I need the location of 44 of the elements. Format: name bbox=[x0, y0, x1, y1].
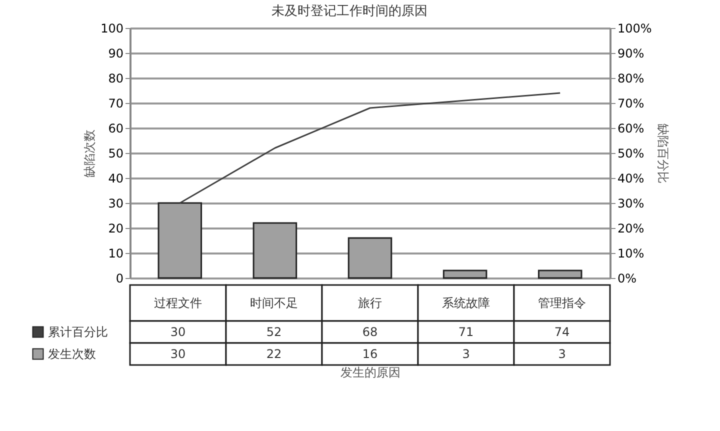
data-label: 16 bbox=[362, 347, 378, 361]
y2-tick-label: 40% bbox=[618, 172, 644, 186]
y-tick-label: 100 bbox=[100, 22, 124, 36]
y-tick-label: 0 bbox=[116, 272, 124, 286]
y2-tick-label: 10% bbox=[618, 246, 644, 260]
x-tick-label: 管理指令 bbox=[538, 296, 586, 310]
y2-tick-label: 20% bbox=[618, 222, 644, 236]
line-series bbox=[179, 92, 561, 204]
x-tick-label: 系统故障 bbox=[442, 296, 490, 310]
y-axis-title: 缺陷次数 bbox=[82, 130, 97, 178]
data-label: 30 bbox=[170, 325, 186, 339]
y2-tick-label: 100% bbox=[618, 22, 652, 36]
y-tick-label: 80 bbox=[108, 72, 124, 86]
y2-axis-title: 缺陷百分比 bbox=[656, 124, 670, 184]
legend-label: 累计百分比 bbox=[48, 325, 108, 339]
chart-title: 未及时登记工作时间的原因 bbox=[272, 4, 428, 19]
x-tick-label: 旅行 bbox=[358, 296, 382, 310]
data-label: 22 bbox=[266, 347, 282, 361]
x-tick-label: 过程文件 bbox=[154, 296, 202, 310]
y2-tick-label: 30% bbox=[618, 196, 644, 210]
legend-label: 发生次数 bbox=[48, 347, 96, 361]
y2-tick-label: 50% bbox=[618, 146, 644, 160]
x-axis-title: 发生的原因 bbox=[340, 366, 400, 380]
y2-tick-label: 60% bbox=[618, 122, 644, 136]
y-tick-label: 30 bbox=[108, 196, 124, 210]
data-label: 3 bbox=[462, 347, 470, 361]
y-tick-label: 90 bbox=[108, 46, 124, 60]
y-tick-label: 40 bbox=[108, 172, 124, 186]
data-label: 74 bbox=[554, 325, 570, 339]
data-label: 30 bbox=[170, 347, 186, 361]
y2-tick-label: 80% bbox=[618, 72, 644, 86]
y-tick-label: 60 bbox=[108, 122, 124, 136]
data-label: 3 bbox=[558, 347, 566, 361]
y2-tick-label: 70% bbox=[618, 96, 644, 110]
y-tick-label: 70 bbox=[108, 96, 124, 110]
data-label: 52 bbox=[266, 325, 282, 339]
y2-tick-label: 0% bbox=[618, 272, 637, 286]
y-tick-label: 50 bbox=[108, 146, 124, 160]
y-tick-label: 10 bbox=[108, 246, 124, 260]
y2-tick-label: 90% bbox=[618, 46, 644, 60]
y-tick-label: 20 bbox=[108, 222, 124, 236]
data-label: 68 bbox=[362, 325, 378, 339]
data-label: 71 bbox=[458, 325, 474, 339]
x-tick-label: 时间不足 bbox=[250, 296, 298, 310]
